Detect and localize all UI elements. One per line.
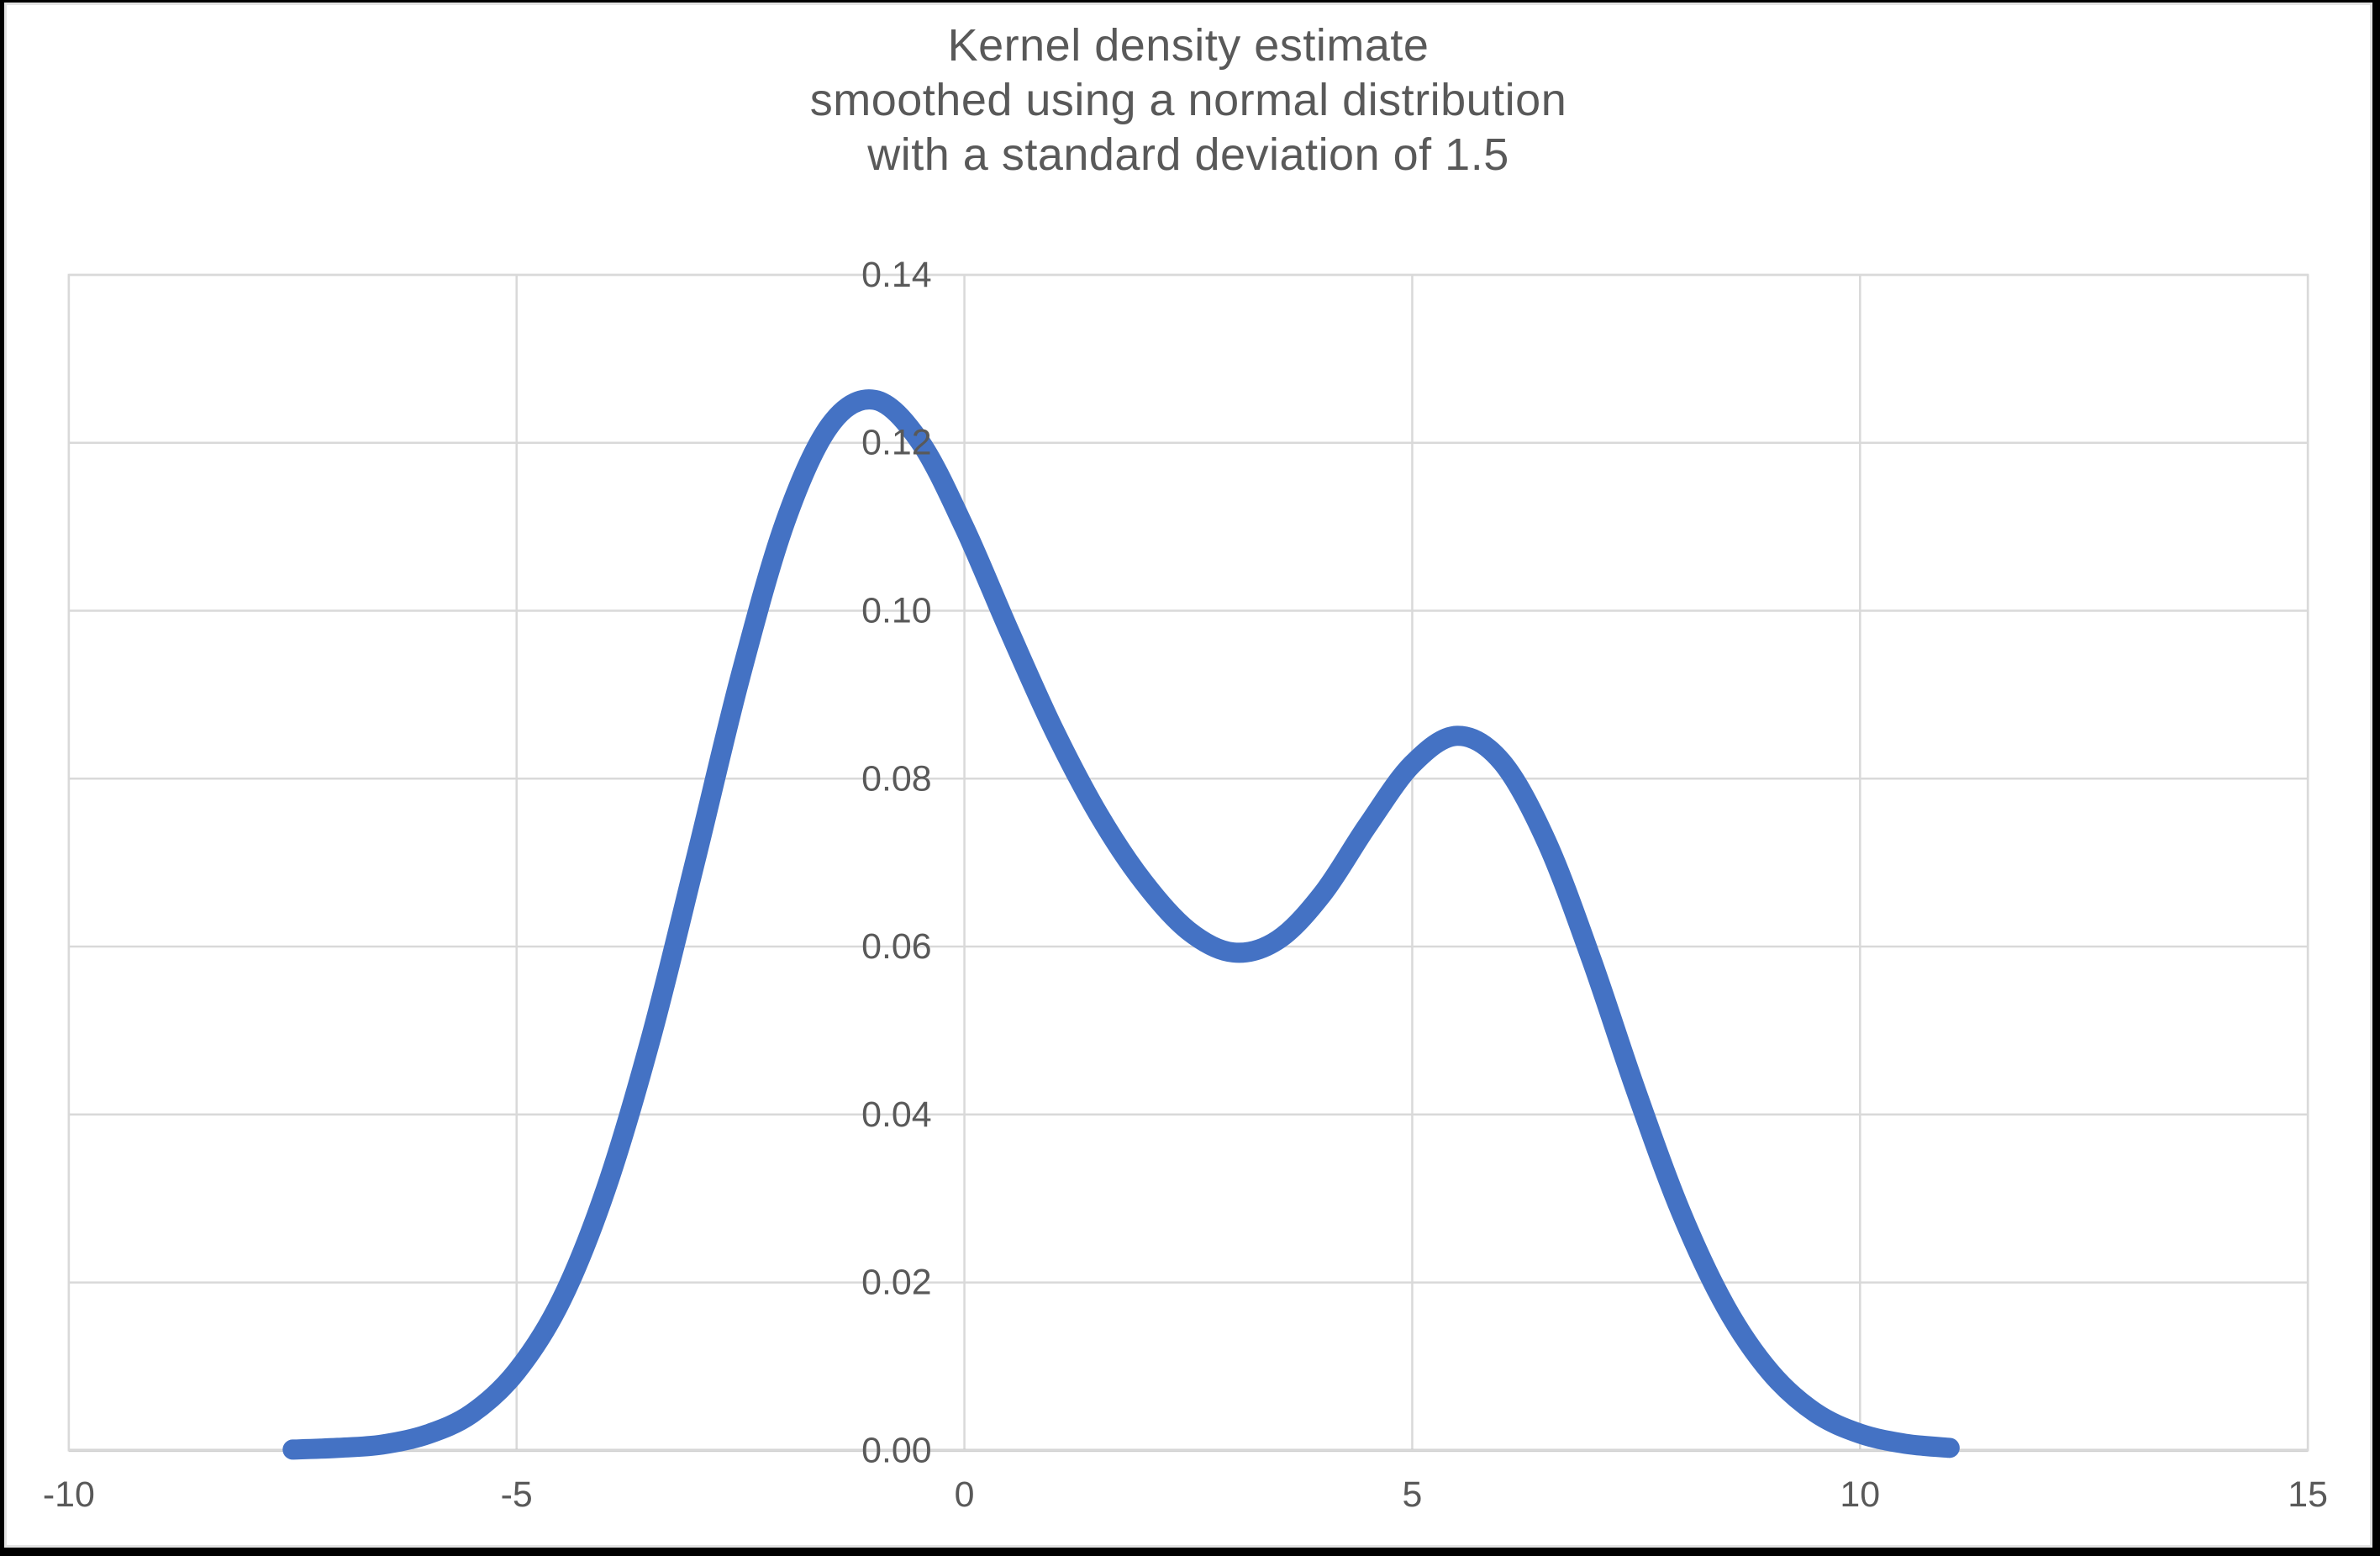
chart-title: Kernel density estimate smoothed using a…: [7, 18, 2370, 182]
x-tick-label: 5: [1402, 1474, 1422, 1515]
y-tick-label: 0.14: [861, 255, 932, 295]
plot-area-border: [67, 273, 2309, 1452]
kde-plot-svg: -10 -5 0 5 10 15 0.00 0.02 0.04 0.06 0.08 0.10 0.12 0…: [43, 255, 2328, 1515]
x-tick-label: 15: [2288, 1474, 2328, 1515]
chart-area: -10 -5 0 5 10 15 0.00 0.02 0.04 0.06 0.08 0.10 0.12 0…: [4, 3, 2372, 1548]
kde-curve: [282, 389, 1960, 1460]
chart-title-line-3: with a standard deviation of 1.5: [867, 129, 1509, 180]
y-tick-label: 0.06: [861, 926, 932, 967]
x-tick-label: -10: [43, 1474, 95, 1515]
y-tick-label: 0.04: [861, 1094, 932, 1135]
x-tick-label: 10: [1840, 1474, 1880, 1515]
chart-title-line-1: Kernel density estimate: [947, 20, 1430, 71]
y-tick-label: 0.02: [861, 1263, 932, 1303]
y-tick-label: 0.10: [861, 591, 932, 631]
y-tick-label: 0.08: [861, 758, 932, 799]
y-tick-label: 0.00: [861, 1430, 932, 1470]
x-tick-label: -5: [501, 1474, 533, 1515]
y-tick-label: 0.12: [861, 423, 932, 463]
x-tick-label: 0: [955, 1474, 975, 1515]
chart-title-line-2: smoothed using a normal distribution: [809, 75, 1567, 125]
